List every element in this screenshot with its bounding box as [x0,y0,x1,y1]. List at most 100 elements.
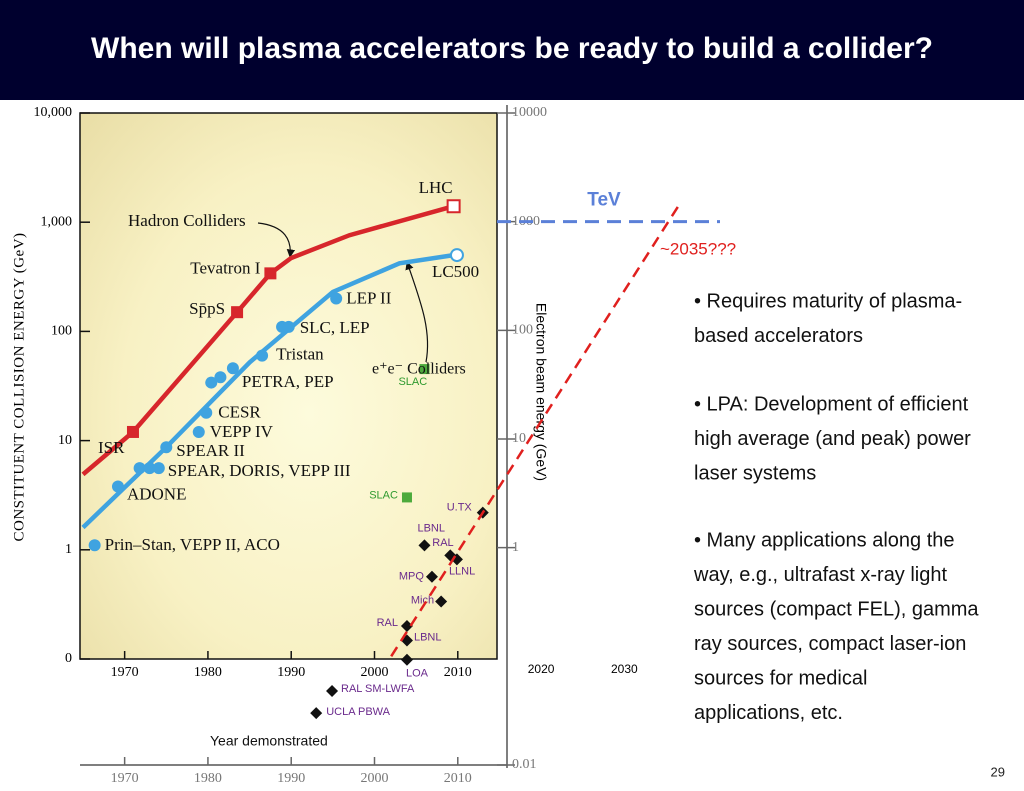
header-bar [0,0,1024,100]
y2-tick-label: 0.01 [512,757,537,772]
point-label: U.TX [447,502,473,514]
x-tick-label: 2000 [361,665,389,680]
point-label: ADONE [127,484,187,503]
annotation: Year demonstrated [210,733,328,749]
arrow [405,261,429,363]
data-point [446,199,461,214]
point-label: LEP II [346,288,392,307]
bullet-text: high average (and peak) power [694,428,971,450]
x-tick-label: 2030 [611,662,638,676]
data-point [143,462,156,475]
point-label: SLAC [369,489,398,501]
data-point [256,349,269,362]
x-tick-label: 1970 [111,665,139,680]
y-tick-label: 10 [58,433,72,448]
point-label: UCLA PBWA [326,706,390,718]
y-tick-label: 1 [65,542,72,557]
data-point [126,425,139,438]
y-axis-title: CONSTITUENT COLLISION ENERGY (GeV) [11,232,27,541]
data-point [449,248,464,263]
point-label: RAL [432,537,453,549]
data-point [133,462,146,475]
bullet-text: • Requires maturity of plasma- [694,290,962,312]
point-label: LBNL [414,631,442,643]
x-tick-label: 1990 [277,665,305,680]
point-label: Tristan [276,345,324,364]
data-point [330,292,343,305]
slide-title: When will plasma accelerators be ready t… [91,32,933,65]
data-point [418,539,431,552]
data-point [419,364,430,375]
y-tick-label: 100 [51,324,72,339]
y-tick-label: 1,000 [41,214,73,229]
data-point [205,376,218,389]
data-point [282,320,295,333]
data-point [264,267,277,280]
data-point [401,492,412,503]
y2-axis-title: Electron beam energy (GeV) [533,303,549,481]
point-label: Prin–Stan, VEPP II, ACO [105,535,280,554]
bullet-text: • Many applications along the [694,529,955,551]
x-tick-label: 2010 [444,771,472,786]
data-point [152,462,165,475]
bullet-text: way, e.g., ultrafast x-ray light [693,564,948,586]
data-point [435,595,448,608]
y-tick-label: 0 [65,651,72,666]
point-label: Tevatron I [190,258,260,277]
data-point [192,425,205,438]
y2-tick-label: 10 [512,431,526,446]
bullet-text: sources for medical [694,667,867,689]
data-point [226,362,239,375]
point-label: LC500 [432,262,479,281]
point-label: LHC [419,178,453,197]
data-point [160,441,173,454]
point-label: LOA [406,668,429,680]
bullet-text: sources (compact FEL), gamma [694,598,979,620]
y2-tick-label: 10000 [512,105,547,120]
x-tick-label: 1990 [277,771,305,786]
data-point [400,620,413,633]
data-point [88,539,101,552]
data-point [231,306,244,319]
y2-tick-label: 100 [512,323,533,338]
annotation: ~2035??? [660,239,736,258]
x-tick-label: 2010 [444,665,472,680]
point-label: LBNL [417,522,445,534]
data-point [310,707,323,720]
y-tick-label: 10,000 [34,105,73,120]
point-label: SPEAR, DORIS, VEPP III [168,461,351,480]
data-point [111,480,124,493]
data-point [400,653,413,666]
x-tick-label: 2020 [528,662,555,676]
point-label: LLNL [449,565,475,577]
point-label: Mich [411,594,434,606]
x-tick-label: 2000 [361,771,389,786]
bullet-text: laser systems [694,462,816,484]
annotation: e⁺e⁻ Colliders [372,361,466,378]
chart-panel [79,112,498,660]
point-label: Sp̄pS [189,299,225,318]
annotation: Hadron Colliders [128,211,246,230]
point-label: SLAC [398,376,427,388]
reference-label: TeV [587,190,621,211]
bullet-text: applications, etc. [694,702,843,724]
y2-tick-label: 1 [512,540,519,555]
data-point [200,406,213,419]
x-tick-label: 1970 [111,771,139,786]
point-label: CESR [218,403,261,422]
point-label: VEPP IV [210,422,274,441]
arrow [257,222,296,258]
point-label: RAL SM-LWFA [341,683,415,695]
point-label: SLC, LEP [300,318,370,337]
slide-number: 29 [991,764,1005,779]
point-label: PETRA, PEP [242,372,334,391]
point-label: RAL [377,617,398,629]
data-point [214,371,227,384]
bullet-text: ray sources, compact laser-ion [694,633,966,655]
data-point [326,684,339,697]
data-point [425,570,438,583]
x-tick-label: 1980 [194,665,222,680]
bullet-text: based accelerators [694,325,863,347]
point-label: ISR [98,438,125,457]
point-label: SPEAR II [176,441,245,460]
